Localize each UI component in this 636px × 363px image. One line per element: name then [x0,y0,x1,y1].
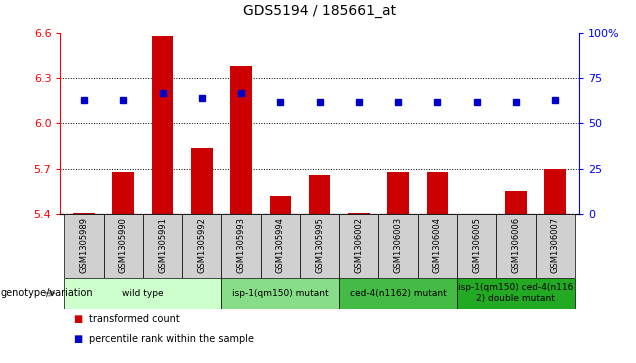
Text: GSM1306002: GSM1306002 [354,217,363,273]
Bar [348,213,370,214]
Bar [182,214,221,278]
Text: ■: ■ [73,334,83,344]
Text: wild type: wild type [122,289,163,298]
Bar [64,214,104,278]
Bar [73,213,95,214]
Bar [221,278,339,309]
Bar [427,172,448,214]
Text: GSM1306003: GSM1306003 [394,217,403,273]
Bar [536,214,575,278]
Text: transformed count: transformed count [89,314,180,324]
Bar [309,175,330,214]
Bar [496,214,536,278]
Bar [544,169,566,214]
Text: GSM1305989: GSM1305989 [80,217,88,273]
Text: GSM1306006: GSM1306006 [511,217,520,273]
Bar [113,172,134,214]
Text: GSM1305993: GSM1305993 [237,217,245,273]
Bar [339,278,457,309]
Bar [418,214,457,278]
Bar [143,214,182,278]
Bar [221,214,261,278]
Text: GSM1305995: GSM1305995 [315,217,324,273]
Bar [230,66,252,214]
Bar [378,214,418,278]
Text: GDS5194 / 185661_at: GDS5194 / 185661_at [243,4,396,18]
Bar [270,196,291,214]
Bar [505,192,527,214]
Bar [261,214,300,278]
Text: GSM1305994: GSM1305994 [276,217,285,273]
Bar [300,214,339,278]
Text: GSM1305992: GSM1305992 [197,217,206,273]
Text: genotype/variation: genotype/variation [1,288,93,298]
Text: ced-4(n1162) mutant: ced-4(n1162) mutant [350,289,446,298]
Bar [387,172,409,214]
Bar [64,278,221,309]
Bar [104,214,143,278]
Bar [466,214,487,216]
Text: percentile rank within the sample: percentile rank within the sample [89,334,254,344]
Text: isp-1(qm150) mutant: isp-1(qm150) mutant [232,289,329,298]
Bar [152,36,174,214]
Text: isp-1(qm150) ced-4(n116
2) double mutant: isp-1(qm150) ced-4(n116 2) double mutant [459,284,574,303]
Text: GSM1306004: GSM1306004 [433,217,442,273]
Text: GSM1305990: GSM1305990 [119,217,128,273]
Bar [457,214,496,278]
Text: GSM1306007: GSM1306007 [551,217,560,273]
Text: GSM1305991: GSM1305991 [158,217,167,273]
Bar [457,278,575,309]
Bar [339,214,378,278]
Text: ■: ■ [73,314,83,324]
Text: GSM1306005: GSM1306005 [472,217,481,273]
Bar [191,148,212,214]
